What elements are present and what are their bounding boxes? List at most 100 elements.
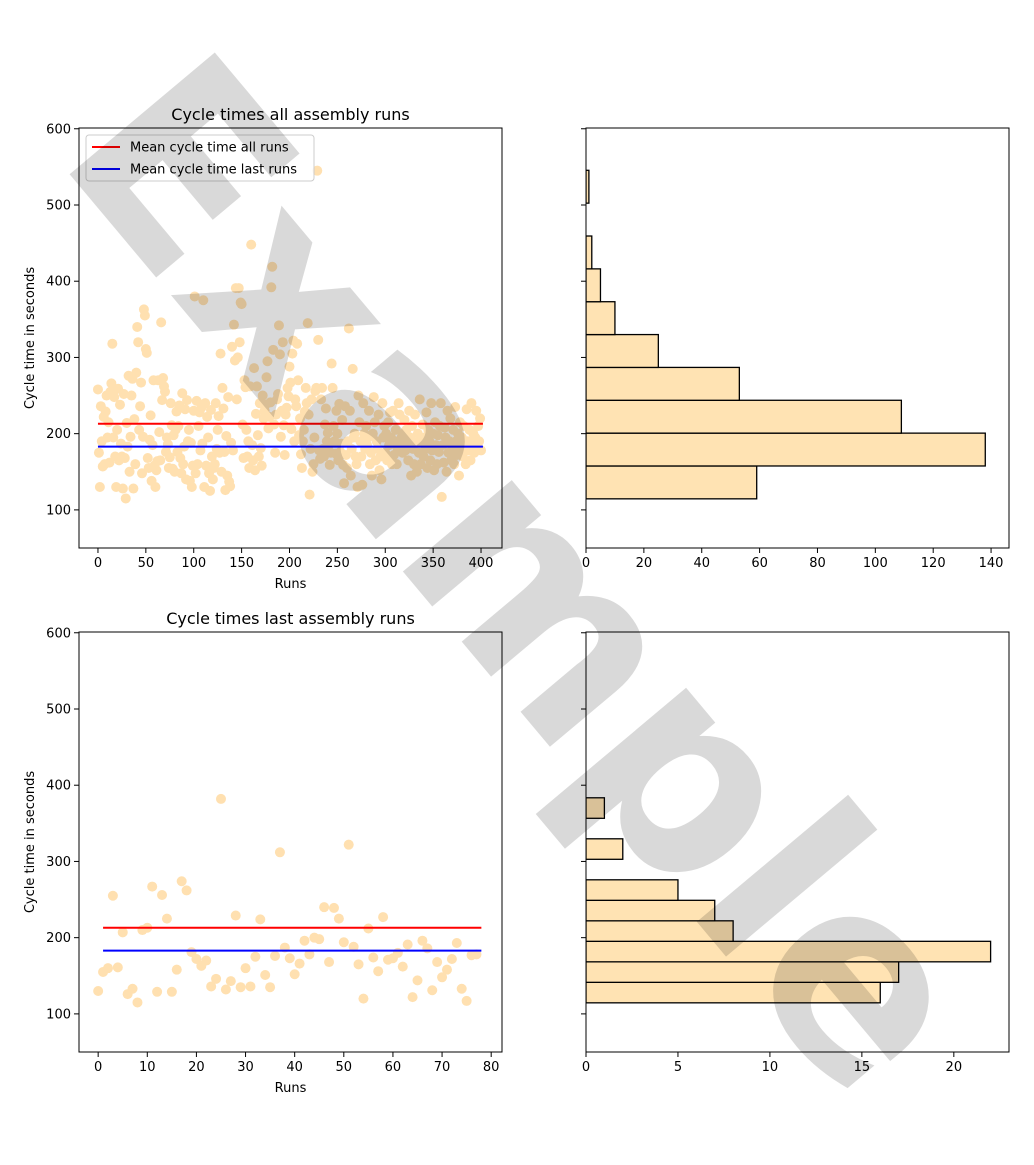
data-point bbox=[451, 937, 462, 948]
data-point bbox=[427, 985, 438, 996]
data-point bbox=[147, 881, 158, 892]
x-tick-label: 400 bbox=[469, 556, 494, 571]
data-point bbox=[316, 394, 327, 405]
data-point bbox=[211, 973, 222, 984]
x-tick-label: 15 bbox=[854, 1060, 871, 1075]
x-tick-label: 100 bbox=[863, 556, 888, 571]
data-point bbox=[231, 394, 242, 405]
y-tick-label: 200 bbox=[46, 931, 71, 946]
data-point bbox=[450, 401, 461, 412]
data-point bbox=[341, 462, 352, 473]
histogram-bar bbox=[586, 169, 590, 204]
data-point bbox=[454, 470, 465, 481]
x-tick-label: 350 bbox=[421, 556, 446, 571]
data-point bbox=[409, 409, 420, 420]
data-point bbox=[227, 341, 238, 352]
data-point bbox=[281, 402, 292, 413]
data-point bbox=[213, 411, 224, 422]
legend-frame bbox=[85, 134, 315, 182]
data-point bbox=[273, 320, 284, 331]
y-tick-label: 300 bbox=[46, 351, 71, 366]
x-tick-label: 80 bbox=[809, 556, 826, 571]
data-point bbox=[285, 377, 296, 388]
data-point bbox=[206, 981, 217, 992]
plot-area bbox=[586, 797, 992, 1004]
y-tick-label: 100 bbox=[46, 1007, 71, 1022]
data-point bbox=[353, 390, 364, 401]
data-point bbox=[156, 317, 167, 328]
data-point bbox=[130, 459, 141, 470]
x-tick-label: 20 bbox=[946, 1060, 963, 1075]
x-tick-label: 20 bbox=[188, 1060, 205, 1075]
plot-area bbox=[586, 169, 986, 500]
data-point bbox=[133, 337, 144, 348]
data-point bbox=[256, 460, 267, 471]
data-point bbox=[314, 934, 325, 945]
data-point bbox=[326, 358, 337, 369]
data-point bbox=[376, 474, 387, 485]
data-point bbox=[421, 407, 432, 418]
data-point bbox=[106, 378, 117, 389]
x-tick-label: 120 bbox=[921, 556, 946, 571]
data-point bbox=[158, 373, 169, 384]
data-point bbox=[332, 428, 343, 439]
data-point bbox=[205, 485, 216, 496]
data-point bbox=[349, 428, 360, 439]
data-point bbox=[257, 390, 268, 401]
data-point bbox=[356, 451, 367, 462]
data-point bbox=[166, 986, 177, 997]
data-point bbox=[407, 992, 418, 1003]
data-point bbox=[93, 447, 104, 458]
x-tick-label: 40 bbox=[286, 1060, 303, 1075]
histogram-bar bbox=[586, 301, 616, 336]
data-point bbox=[125, 431, 136, 442]
data-point bbox=[117, 483, 128, 494]
data-point bbox=[186, 482, 197, 493]
data-point bbox=[442, 405, 453, 416]
x-tick-label: 0 bbox=[94, 1060, 102, 1075]
histogram-bar bbox=[586, 235, 593, 270]
data-point bbox=[377, 398, 388, 409]
data-point bbox=[178, 459, 189, 470]
data-point bbox=[368, 952, 379, 963]
data-point bbox=[107, 338, 118, 349]
data-point bbox=[328, 902, 339, 913]
data-point bbox=[142, 453, 153, 464]
data-point bbox=[225, 976, 236, 987]
y-tick-label: 400 bbox=[46, 779, 71, 794]
data-point bbox=[227, 445, 238, 456]
data-point bbox=[252, 430, 263, 441]
data-point bbox=[233, 283, 244, 294]
data-point bbox=[201, 460, 212, 471]
data-point bbox=[309, 432, 320, 443]
data-point bbox=[132, 997, 143, 1008]
data-point bbox=[181, 885, 192, 896]
data-point bbox=[262, 356, 273, 367]
data-point bbox=[120, 493, 131, 504]
data-point bbox=[373, 966, 384, 977]
data-point bbox=[417, 935, 428, 946]
data-point bbox=[164, 452, 175, 463]
data-point bbox=[412, 975, 423, 986]
y-tick-label: 400 bbox=[46, 275, 71, 290]
data-point bbox=[414, 394, 425, 405]
data-point bbox=[241, 424, 252, 435]
data-point bbox=[117, 927, 128, 938]
data-point bbox=[353, 959, 364, 970]
data-point bbox=[215, 793, 226, 804]
data-point bbox=[112, 424, 123, 435]
x-tick-label: 0 bbox=[582, 1060, 590, 1075]
data-point bbox=[198, 295, 209, 306]
data-point bbox=[203, 432, 214, 443]
data-point bbox=[357, 479, 368, 490]
data-point bbox=[292, 338, 303, 349]
data-point bbox=[374, 465, 385, 476]
axes-frame bbox=[78, 631, 503, 1053]
data-point bbox=[155, 455, 166, 466]
data-point bbox=[338, 937, 349, 948]
data-point bbox=[212, 424, 223, 435]
data-point bbox=[119, 453, 130, 464]
data-point bbox=[345, 470, 356, 481]
data-point bbox=[351, 459, 362, 470]
